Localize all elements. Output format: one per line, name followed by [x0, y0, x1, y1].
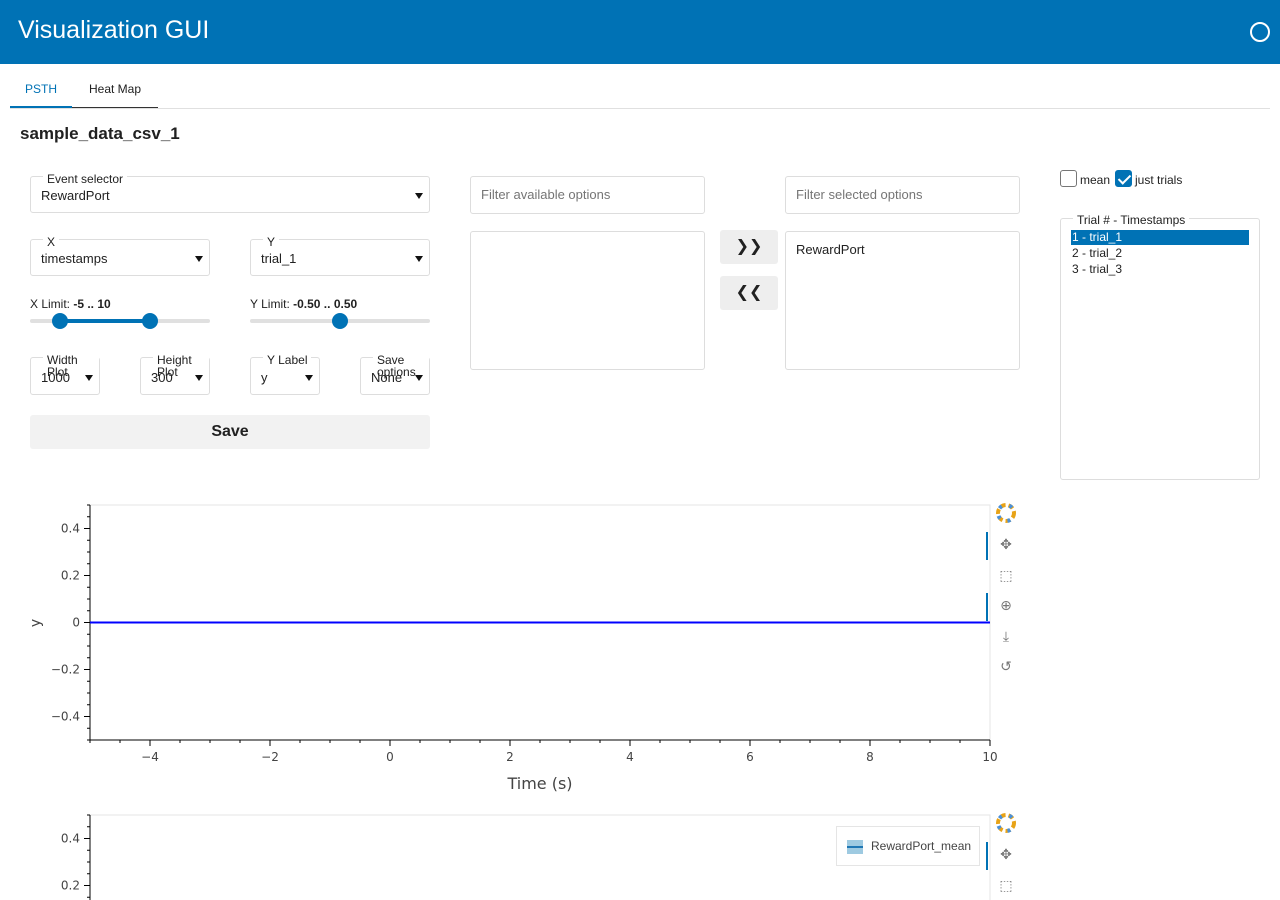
- pan-icon[interactable]: ✥: [986, 842, 1018, 870]
- filter-selected-input[interactable]: Filter selected options: [785, 176, 1020, 214]
- trial-item[interactable]: 3 - trial_3: [1072, 262, 1123, 276]
- save-button[interactable]: Save: [30, 415, 430, 449]
- x-tick-label: 0: [386, 750, 394, 764]
- legend: RewardPort_mean: [836, 826, 980, 866]
- mean-checkbox[interactable]: [1060, 170, 1077, 187]
- x-tick-label: 10: [982, 750, 997, 764]
- x-select-label: X: [43, 236, 60, 248]
- y-label-label: Y Label: [263, 354, 312, 366]
- height-plot-select[interactable]: Height Plot 300: [140, 354, 210, 395]
- wheel-zoom-icon[interactable]: ⊕: [986, 593, 1018, 621]
- y-tick-label: −0.2: [51, 663, 80, 677]
- x-tick-label: 2: [506, 750, 514, 764]
- x-limit-label: X Limit: -5 .. 10: [30, 297, 111, 311]
- x-limit-max-handle[interactable]: [142, 313, 158, 329]
- save-options-value: None: [371, 370, 403, 385]
- y-limit-value: -0.50 .. 0.50: [293, 297, 358, 311]
- page-title: sample_data_csv_1: [20, 124, 180, 143]
- available-options-list[interactable]: [470, 231, 705, 370]
- y-tick-label: 0.2: [61, 569, 80, 583]
- pan-icon[interactable]: ✥: [986, 532, 1018, 560]
- just-trials-checkbox[interactable]: [1115, 170, 1132, 187]
- y-axis: 0.2 0.4: [61, 814, 91, 900]
- x-limit-value: -5 .. 10: [73, 297, 111, 311]
- y-select-value: trial_1: [261, 251, 297, 266]
- trial-item[interactable]: 2 - trial_2: [1072, 246, 1123, 260]
- event-selector[interactable]: Event selector RewardPort: [30, 173, 430, 213]
- trial-item[interactable]: 1 - trial_1: [1071, 230, 1249, 245]
- box-zoom-icon[interactable]: ⬚: [999, 877, 1013, 893]
- x-axis-label: Time (s): [506, 774, 572, 793]
- x-select[interactable]: X timestamps: [30, 236, 210, 276]
- psth-plot[interactable]: −0.4 −0.2 0 0.2 0.4 −4 −2 0 2 4 6 8 10 Time (s) y: [0, 500, 1000, 800]
- x-tick-label: 8: [866, 750, 874, 764]
- trials-list[interactable]: Trial # - Timestamps 1 - trial_1 2 - tri…: [1060, 214, 1260, 480]
- y-label-select[interactable]: Y Label y: [250, 354, 320, 395]
- save-icon[interactable]: ⤓: [1002, 628, 1010, 644]
- bokeh-logo-icon[interactable]: [994, 813, 1018, 837]
- just-trials-label: just trials: [1135, 173, 1183, 187]
- y-tick-label: 0.4: [61, 522, 80, 536]
- y-limit-label: Y Limit: -0.50 .. 0.50: [250, 297, 357, 311]
- chevron-down-icon: [415, 375, 423, 381]
- save-options-select[interactable]: Save options None: [360, 354, 430, 395]
- box-zoom-icon[interactable]: ⬚: [999, 567, 1013, 583]
- y-tick-label: 0.2: [61, 879, 80, 893]
- y-select[interactable]: Y trial_1: [250, 236, 430, 276]
- x-limit-min-handle[interactable]: [52, 313, 68, 329]
- tab-heat-map[interactable]: Heat Map: [72, 70, 158, 108]
- selected-options-list[interactable]: RewardPort: [785, 231, 1020, 370]
- x-tick-label: −2: [261, 750, 279, 764]
- mean-label: mean: [1080, 173, 1111, 187]
- width-plot-value: 1000: [41, 370, 70, 385]
- filter-available-input[interactable]: Filter available options: [470, 176, 705, 214]
- y-tick-label: −0.4: [51, 710, 80, 724]
- y-axis-label: y: [28, 619, 44, 627]
- tab-psth[interactable]: PSTH: [10, 70, 72, 108]
- chevron-down-icon: [415, 193, 423, 199]
- x-limit-label-text: X Limit:: [30, 297, 74, 311]
- height-plot-value: 300: [151, 370, 173, 385]
- app-header: Visualization GUI: [0, 0, 1280, 64]
- y-select-label: Y: [263, 236, 280, 248]
- height-plot-label: Height Plot: [153, 354, 209, 378]
- add-selected-button[interactable]: ❯❯: [720, 230, 778, 264]
- x-select-value: timestamps: [41, 251, 108, 266]
- x-limit-range: [60, 319, 150, 323]
- chevron-down-icon: [85, 375, 93, 381]
- y-axis: −0.4 −0.2 0 0.2 0.4: [51, 504, 91, 741]
- chevron-down-icon: [195, 375, 203, 381]
- width-plot-select[interactable]: Width Plot 1000: [30, 354, 100, 395]
- chevron-down-icon: [305, 375, 313, 381]
- event-selector-label: Event selector: [43, 173, 128, 185]
- width-plot-label: Width Plot: [43, 354, 99, 378]
- y-limit-handle[interactable]: [332, 313, 348, 329]
- x-tick-label: −4: [141, 750, 159, 764]
- app-title: Visualization GUI: [18, 16, 210, 44]
- bokeh-logo-icon[interactable]: [994, 503, 1018, 527]
- x-tick-label: 6: [746, 750, 754, 764]
- remove-selected-button[interactable]: ❮❮: [720, 276, 778, 310]
- y-limit-label-text: Y Limit:: [250, 297, 294, 311]
- status-indicator-icon: [1250, 22, 1270, 42]
- reset-icon[interactable]: ↺: [1000, 658, 1012, 674]
- save-options-label: Save options: [373, 354, 429, 378]
- legend-entry: RewardPort_mean: [871, 839, 972, 853]
- event-selector-value: RewardPort: [41, 188, 110, 203]
- chevron-down-icon: [415, 256, 423, 262]
- y-tick-label: 0.4: [61, 832, 80, 846]
- x-tick-label: 4: [626, 750, 634, 764]
- chevron-down-icon: [195, 256, 203, 262]
- legend-swatch: [847, 840, 863, 854]
- trials-list-label: Trial # - Timestamps: [1073, 214, 1190, 226]
- y-tick-label: 0: [72, 616, 80, 630]
- x-axis: −4 −2 0 2 4 6 8 10: [89, 739, 998, 764]
- selected-option[interactable]: RewardPort: [796, 242, 865, 257]
- tab-bar: PSTH Heat Map: [10, 70, 1270, 109]
- y-label-value: y: [261, 370, 268, 385]
